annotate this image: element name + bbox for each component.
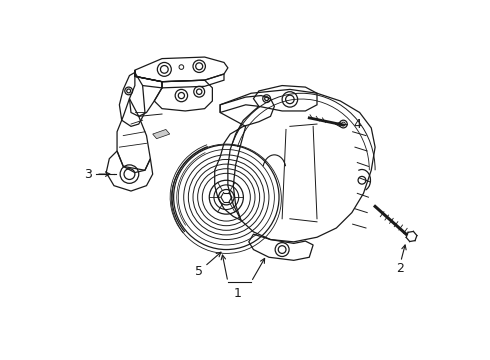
Text: 3: 3 [84,168,92,181]
Text: 2: 2 [396,262,404,275]
Text: 1: 1 [234,287,242,300]
Text: 4: 4 [353,118,361,131]
Polygon shape [153,130,170,139]
Text: 5: 5 [195,265,203,278]
